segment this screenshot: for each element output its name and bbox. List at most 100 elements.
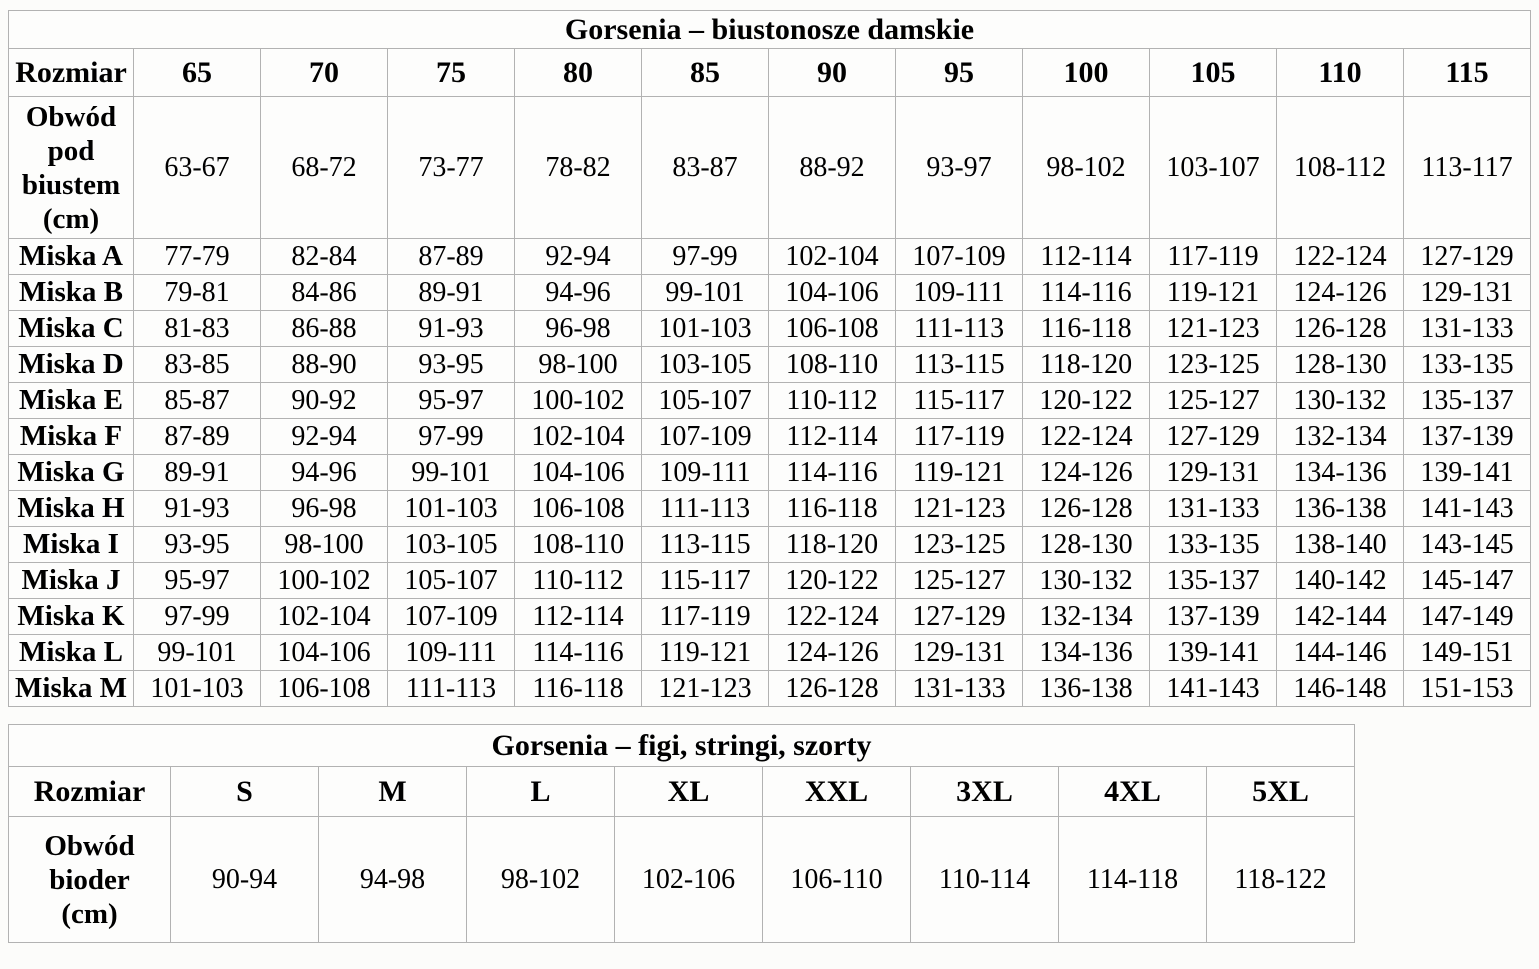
cup-range-cell: 124-126 xyxy=(768,634,896,671)
cup-range-cell: 91-93 xyxy=(387,310,515,347)
underbust-range-cell: 88-92 xyxy=(768,96,896,239)
cup-range-cell: 128-130 xyxy=(1276,346,1404,383)
cup-label-cell: Miska A xyxy=(8,238,134,275)
cup-range-cell: 106-108 xyxy=(260,670,388,707)
cup-range-cell: 100-102 xyxy=(260,562,388,599)
cup-range-cell: 95-97 xyxy=(133,562,261,599)
cup-range-cell: 137-139 xyxy=(1403,418,1531,455)
cup-range-cell: 126-128 xyxy=(768,670,896,707)
cup-range-cell: 119-121 xyxy=(641,634,769,671)
cup-range-cell: 92-94 xyxy=(260,418,388,455)
cup-range-cell: 103-105 xyxy=(641,346,769,383)
cup-row: Miska F 87-89 92-94 97-99 102-104 107-109 112-… xyxy=(8,418,1531,455)
cup-row: Miska I 93-95 98-100 103-105 108-110 113-115 1… xyxy=(8,526,1531,563)
cup-range-cell: 113-115 xyxy=(641,526,769,563)
cup-range-cell: 101-103 xyxy=(387,490,515,527)
panties-size-header-cell: M xyxy=(318,766,467,817)
cup-range-cell: 111-113 xyxy=(641,490,769,527)
cup-range-cell: 146-148 xyxy=(1276,670,1404,707)
panties-size-header-cell: XXL xyxy=(762,766,911,817)
cup-range-cell: 81-83 xyxy=(133,310,261,347)
cup-range-cell: 149-151 xyxy=(1403,634,1531,671)
cup-range-cell: 125-127 xyxy=(895,562,1023,599)
cup-range-cell: 93-95 xyxy=(133,526,261,563)
cup-range-cell: 132-134 xyxy=(1276,418,1404,455)
cup-range-cell: 129-131 xyxy=(1149,454,1277,491)
cup-range-cell: 89-91 xyxy=(387,274,515,311)
cup-range-cell: 116-118 xyxy=(514,670,642,707)
cup-range-cell: 107-109 xyxy=(895,238,1023,275)
cup-range-cell: 122-124 xyxy=(1022,418,1150,455)
cup-range-cell: 106-108 xyxy=(514,490,642,527)
panties-size-header-cell: L xyxy=(466,766,615,817)
cup-range-cell: 130-132 xyxy=(1276,382,1404,419)
underbust-range-cell: 78-82 xyxy=(514,96,642,239)
cup-range-cell: 109-111 xyxy=(895,274,1023,311)
cup-label-cell: Miska M xyxy=(8,670,134,707)
cup-range-cell: 107-109 xyxy=(387,598,515,635)
cup-range-cell: 98-100 xyxy=(514,346,642,383)
cup-range-cell: 123-125 xyxy=(895,526,1023,563)
cup-label-cell: Miska E xyxy=(8,382,134,419)
cup-range-cell: 118-120 xyxy=(768,526,896,563)
cup-range-cell: 135-137 xyxy=(1403,382,1531,419)
cup-range-cell: 102-104 xyxy=(260,598,388,635)
underbust-range-cell: 63-67 xyxy=(133,96,261,239)
cup-range-cell: 84-86 xyxy=(260,274,388,311)
cup-range-cell: 136-138 xyxy=(1022,670,1150,707)
cup-label-cell: Miska H xyxy=(8,490,134,527)
bras-size-header-cell: 105 xyxy=(1149,48,1277,97)
cup-range-cell: 132-134 xyxy=(1022,598,1150,635)
cup-range-cell: 124-126 xyxy=(1022,454,1150,491)
cup-range-cell: 131-133 xyxy=(1149,490,1277,527)
hips-range-cell: 114-118 xyxy=(1058,816,1207,943)
cup-range-cell: 92-94 xyxy=(514,238,642,275)
panties-size-header-cell: 4XL xyxy=(1058,766,1207,817)
cup-range-cell: 99-101 xyxy=(387,454,515,491)
cup-row: Miska D 83-85 88-90 93-95 98-100 103-105 108-1… xyxy=(8,346,1531,383)
cup-range-cell: 112-114 xyxy=(768,418,896,455)
cup-range-cell: 96-98 xyxy=(260,490,388,527)
panties-size-header-cell: 3XL xyxy=(910,766,1059,817)
cup-label-cell: Miska C xyxy=(8,310,134,347)
cup-range-cell: 108-110 xyxy=(514,526,642,563)
underbust-row: Obwód pod biustem (cm) 63-67 68-72 73-77 78… xyxy=(8,96,1531,239)
cup-range-cell: 113-115 xyxy=(895,346,1023,383)
cup-range-cell: 124-126 xyxy=(1276,274,1404,311)
bras-size-header-cell: 70 xyxy=(260,48,388,97)
bras-size-header-cell: 90 xyxy=(768,48,896,97)
cup-range-cell: 77-79 xyxy=(133,238,261,275)
cup-range-cell: 97-99 xyxy=(133,598,261,635)
cup-row: Miska M 101-103 106-108 111-113 116-118 121-1… xyxy=(8,670,1531,707)
cup-range-cell: 97-99 xyxy=(387,418,515,455)
cup-range-cell: 105-107 xyxy=(641,382,769,419)
cup-range-cell: 96-98 xyxy=(514,310,642,347)
panties-size-header-cell: 5XL xyxy=(1206,766,1355,817)
cup-range-cell: 102-104 xyxy=(514,418,642,455)
cup-range-cell: 141-143 xyxy=(1403,490,1531,527)
cup-range-cell: 82-84 xyxy=(260,238,388,275)
cup-range-cell: 139-141 xyxy=(1149,634,1277,671)
bras-size-header-cell: 110 xyxy=(1276,48,1404,97)
cup-range-cell: 122-124 xyxy=(1276,238,1404,275)
cup-range-cell: 130-132 xyxy=(1022,562,1150,599)
cup-range-cell: 117-119 xyxy=(1149,238,1277,275)
cup-range-cell: 131-133 xyxy=(1403,310,1531,347)
cup-label-cell: Miska K xyxy=(8,598,134,635)
cup-range-cell: 121-123 xyxy=(1149,310,1277,347)
cup-range-cell: 94-96 xyxy=(514,274,642,311)
cup-row: Miska J 95-97 100-102 105-107 110-112 115-117… xyxy=(8,562,1531,599)
cup-range-cell: 141-143 xyxy=(1149,670,1277,707)
cup-range-cell: 139-141 xyxy=(1403,454,1531,491)
cup-range-cell: 121-123 xyxy=(895,490,1023,527)
cup-range-cell: 87-89 xyxy=(387,238,515,275)
cup-row: Miska E 85-87 90-92 95-97 100-102 105-107 110-… xyxy=(8,382,1531,419)
cup-range-cell: 127-129 xyxy=(1149,418,1277,455)
bras-size-header-cell: 115 xyxy=(1403,48,1531,97)
cup-range-cell: 112-114 xyxy=(1022,238,1150,275)
underbust-range-cell: 93-97 xyxy=(895,96,1023,239)
cup-range-cell: 110-112 xyxy=(768,382,896,419)
hips-range-cell: 106-110 xyxy=(762,816,911,943)
cup-range-cell: 116-118 xyxy=(768,490,896,527)
